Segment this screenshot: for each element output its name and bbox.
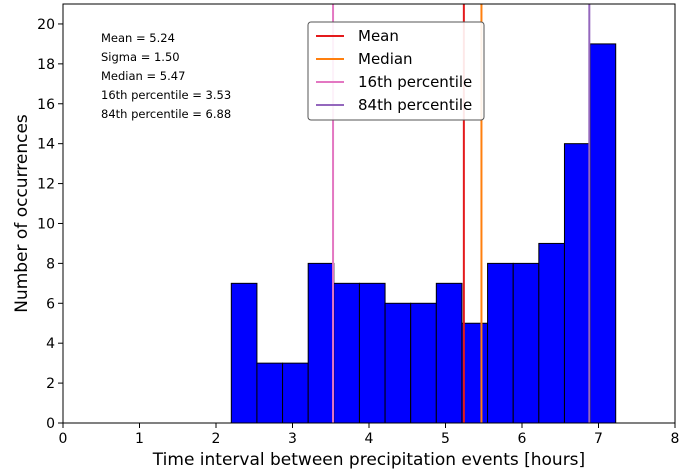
histogram-bar [384, 302, 412, 424]
histogram-bar [435, 282, 463, 424]
x-axis-ticks: 0 1 2 3 4 5 6 7 8 [59, 423, 680, 447]
histogram-bar [282, 362, 309, 424]
histogram-bar [256, 362, 284, 424]
histogram-bar [307, 262, 335, 424]
y-tick-label: 20 [37, 17, 55, 33]
x-tick-label: 0 [59, 431, 68, 447]
histogram-bar [230, 282, 258, 424]
histogram-bar [512, 262, 540, 424]
legend-label: 16th percentile [358, 73, 472, 91]
y-tick-label: 2 [46, 376, 55, 392]
y-tick-label: 8 [46, 256, 55, 272]
stats-annotation: Mean = 5.24 Sigma = 1.50 Median = 5.47 16th… [101, 31, 231, 121]
x-tick-label: 4 [365, 431, 374, 447]
x-tick-label: 2 [212, 431, 221, 447]
y-tick-label: 14 [37, 137, 55, 153]
histogram-bar [538, 242, 565, 424]
x-tick-label: 3 [288, 431, 297, 447]
legend-box [307, 21, 485, 121]
stat-line: Median = 5.47 [101, 69, 185, 83]
histogram-bar [333, 282, 360, 424]
y-axis-ticks: 0 2 4 6 8 10 12 14 16 18 20 [37, 17, 63, 432]
y-tick-label: 0 [46, 416, 55, 432]
histogram-bar [358, 282, 386, 424]
legend-label: Mean [358, 27, 399, 45]
stat-line: 84th percentile = 6.88 [101, 107, 231, 121]
histogram-bar [487, 262, 514, 424]
y-tick-label: 12 [37, 177, 55, 193]
x-tick-label: 8 [671, 431, 680, 447]
y-tick-label: 10 [37, 216, 55, 232]
histogram-bars [230, 43, 617, 424]
stat-line: Sigma = 1.50 [101, 50, 180, 64]
histogram-bar [461, 322, 489, 424]
x-axis-label: Time interval between precipitation even… [152, 450, 585, 470]
x-tick-label: 5 [441, 431, 450, 447]
y-tick-label: 4 [46, 336, 55, 352]
histogram-bar [563, 143, 591, 424]
stat-line: 16th percentile = 3.53 [101, 88, 231, 102]
x-tick-label: 7 [594, 431, 603, 447]
y-tick-label: 16 [37, 97, 55, 113]
histogram-bar [410, 302, 437, 424]
stat-line: Mean = 5.24 [101, 31, 175, 45]
histogram-bar [589, 43, 617, 424]
y-tick-label: 6 [46, 296, 55, 312]
y-tick-label: 18 [37, 57, 55, 73]
x-tick-label: 1 [135, 431, 144, 447]
legend-label: 84th percentile [358, 96, 472, 114]
y-axis-label: Number of occurrences [12, 114, 32, 313]
x-tick-label: 6 [518, 431, 527, 447]
legend-label: Median [358, 50, 413, 68]
legend: Mean Median 16th percentile 84th percentile [307, 21, 485, 121]
